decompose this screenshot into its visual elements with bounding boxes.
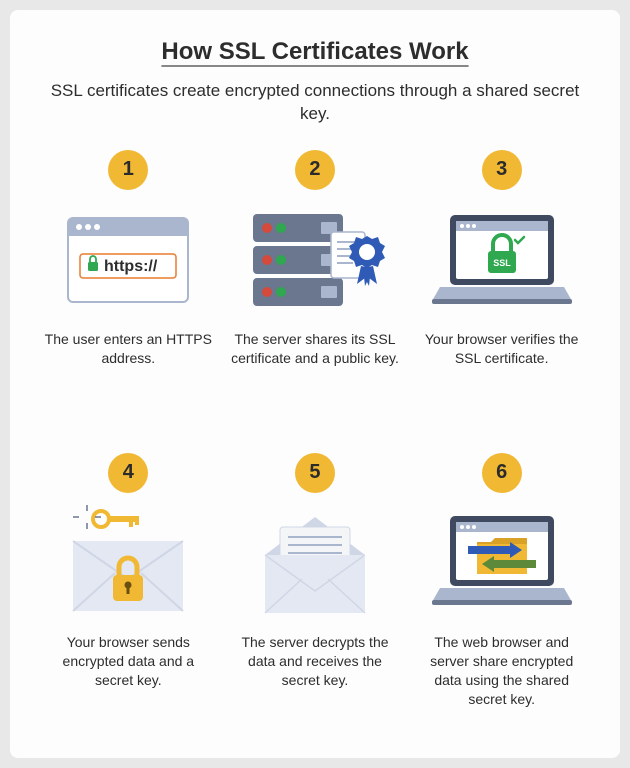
browser-window-icon: https:// [48,200,208,320]
step-1: 1 https:// The user enters an HTTPS addr… [40,150,217,435]
step-number: 6 [496,461,507,484]
step-6: 6 [413,453,590,738]
step-badge: 6 [482,453,522,493]
step-5: 5 [227,453,404,738]
step-4: 4 [40,453,217,738]
steps-grid: 1 https:// The user enters an HTTPS addr… [40,150,590,738]
step-badge: 3 [482,150,522,190]
page-title: How SSL Certificates Work [40,38,590,66]
step-caption: Your browser sends encrypted data and a … [40,633,217,690]
svg-text:SSL: SSL [493,258,511,268]
step-badge: 1 [108,150,148,190]
envelope-open-letter-icon [235,503,395,623]
step-number: 5 [309,461,320,484]
step-caption: The server decrypts the data and receive… [227,633,404,690]
step-3: 3 SSL [413,150,590,435]
page-subtitle: SSL certificates create encrypted connec… [40,80,590,126]
step-badge: 5 [295,453,335,493]
infographic-card: How SSL Certificates Work SSL certificat… [10,10,620,758]
step-badge: 2 [295,150,335,190]
step-2: 2 [227,150,404,435]
step-caption: The web browser and server share encrypt… [413,633,590,709]
envelope-lock-key-icon [48,503,208,623]
laptop-data-exchange-icon [422,503,582,623]
server-certificate-icon [235,200,395,320]
step-number: 1 [123,158,134,181]
step-caption: Your browser verifies the SSL certificat… [413,330,590,368]
step-badge: 4 [108,453,148,493]
laptop-ssl-verify-icon: SSL [422,200,582,320]
step-number: 3 [496,158,507,181]
step-caption: The user enters an HTTPS address. [40,330,217,368]
svg-text:https://: https:// [104,258,158,275]
step-number: 2 [309,158,320,181]
step-caption: The server shares its SSL certificate an… [227,330,404,368]
step-number: 4 [123,461,134,484]
